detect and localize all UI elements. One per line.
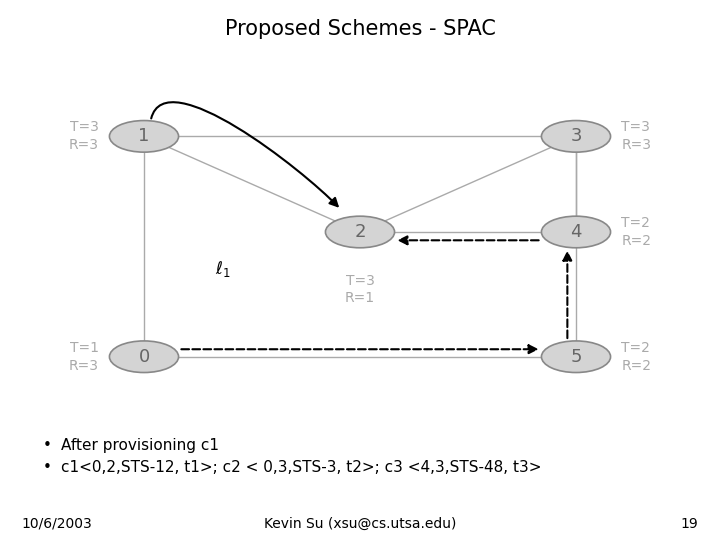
- Text: R=3: R=3: [68, 359, 99, 373]
- Text: c1<0,2,STS-12, t1>; c2 < 0,3,STS-3, t2>; c3 <4,3,STS-48, t3>: c1<0,2,STS-12, t1>; c2 < 0,3,STS-3, t2>;…: [61, 460, 541, 475]
- Text: •: •: [43, 460, 52, 475]
- Ellipse shape: [325, 216, 395, 248]
- Ellipse shape: [541, 341, 611, 373]
- Text: T=2: T=2: [621, 341, 650, 355]
- Text: 3: 3: [570, 127, 582, 145]
- Text: Kevin Su (xsu@cs.utsa.edu): Kevin Su (xsu@cs.utsa.edu): [264, 517, 456, 531]
- Text: T=3: T=3: [621, 120, 650, 134]
- Text: R=1: R=1: [345, 291, 375, 305]
- Text: 5: 5: [570, 348, 582, 366]
- Text: After provisioning c1: After provisioning c1: [61, 438, 219, 453]
- Text: 0: 0: [138, 348, 150, 366]
- Text: Proposed Schemes - SPAC: Proposed Schemes - SPAC: [225, 19, 495, 39]
- Text: T=1: T=1: [70, 341, 99, 355]
- Text: 4: 4: [570, 223, 582, 241]
- Text: T=2: T=2: [621, 216, 650, 230]
- Text: R=2: R=2: [621, 359, 652, 373]
- Ellipse shape: [109, 120, 179, 152]
- Text: 2: 2: [354, 223, 366, 241]
- Text: 1: 1: [138, 127, 150, 145]
- Text: 19: 19: [680, 517, 698, 531]
- Text: R=2: R=2: [621, 234, 652, 248]
- Ellipse shape: [541, 120, 611, 152]
- Text: R=3: R=3: [68, 138, 99, 152]
- Text: 10/6/2003: 10/6/2003: [22, 517, 92, 531]
- Text: $\ell_1$: $\ell_1$: [215, 259, 231, 279]
- Text: •: •: [43, 438, 52, 453]
- Ellipse shape: [541, 216, 611, 248]
- FancyArrowPatch shape: [151, 102, 338, 206]
- Text: T=3: T=3: [346, 274, 374, 288]
- Text: T=3: T=3: [70, 120, 99, 134]
- Ellipse shape: [109, 341, 179, 373]
- Text: R=3: R=3: [621, 138, 652, 152]
